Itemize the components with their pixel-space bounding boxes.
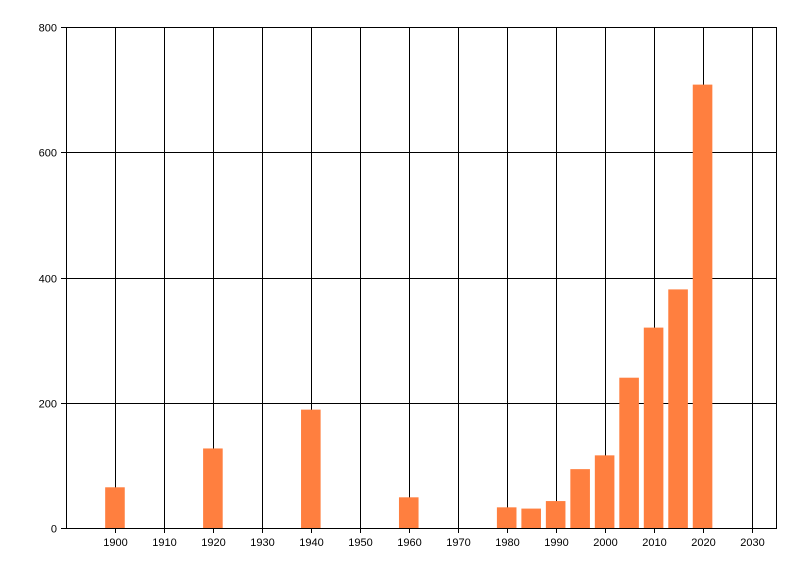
bar-1995 [570,469,590,528]
bar-1960 [398,497,419,528]
tick-labels: 0 200 400 600 800 1900 1910 1920 1930 1940 1950 196… [39,23,765,550]
x-tick-label: 2000 [593,537,617,549]
grid-lines [66,27,777,528]
y-tick-label: 200 [39,399,57,411]
bar-1920 [203,448,223,528]
bar-1990 [545,501,566,528]
bars [105,84,713,529]
bar-2005 [619,377,639,528]
x-tick-label: 1920 [201,537,225,549]
bar-2020 [692,84,713,529]
x-tick-label: 1960 [397,537,421,549]
bar-1980 [496,507,517,528]
x-tick-label: 2020 [691,537,715,549]
bar-2000 [594,455,615,528]
bar-2010 [643,327,664,528]
x-tick-label: 1980 [495,537,519,549]
y-tick-label: 600 [39,148,57,160]
x-tick-label: 1940 [299,537,323,549]
x-tick-label: 1990 [544,537,568,549]
bar-1940 [301,409,321,528]
x-tick-label: 1930 [250,537,274,549]
x-tick-label: 1910 [152,537,176,549]
x-tick-label: 2010 [642,537,666,549]
x-tick-label: 1900 [103,537,127,549]
y-tick-label: 400 [39,274,57,286]
x-tick-label: 1950 [348,537,372,549]
axes [61,27,777,533]
x-tick-label: 2030 [740,537,764,549]
bar-2015 [668,289,688,528]
x-tick-label: 1970 [446,537,470,549]
y-tick-label: 800 [39,23,57,35]
bar-1985 [521,508,541,528]
y-tick-label: 0 [51,524,57,536]
bar-1900 [105,487,125,528]
